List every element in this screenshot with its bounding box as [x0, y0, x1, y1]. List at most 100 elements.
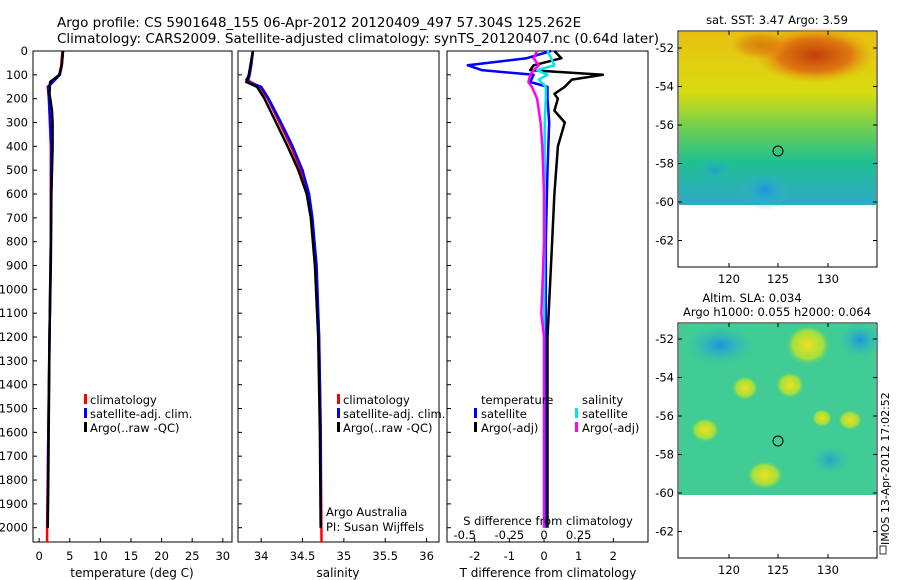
- map-y-tick-label: -54: [655, 80, 674, 94]
- x-tick-label: 2: [610, 549, 617, 563]
- legend-marker-s-satellite: [575, 408, 578, 418]
- temperature-series: [45, 50, 65, 542]
- map-y-tick-label: -56: [655, 118, 674, 132]
- map-y-tick-label: -52: [655, 41, 674, 55]
- x-tick-label: 30: [215, 549, 230, 563]
- depth-tick-label: 1800: [0, 473, 28, 487]
- x-tick-label: 15: [124, 549, 139, 563]
- temperature-legend: climatology satellite-adj. clim. Argo(..…: [84, 393, 192, 435]
- series-line: [245, 50, 322, 528]
- x-tick-label: 1: [575, 549, 582, 563]
- depth-tick-label: 0: [21, 44, 28, 58]
- series-line: [466, 49, 552, 528]
- sst-cold-patch: [740, 170, 790, 210]
- sla-high-patch: [812, 409, 832, 427]
- depth-tick-label: 900: [6, 259, 28, 273]
- series-line: [535, 50, 556, 528]
- x-tick-label: -1: [504, 549, 515, 563]
- temperature-x-axis: 0 5 10 15 20 25 30: [35, 538, 230, 563]
- legend-marker-t-satellite: [474, 408, 477, 418]
- map-y-tick-label: -54: [655, 371, 674, 385]
- series-line: [528, 50, 605, 528]
- depth-tick-label: 400: [6, 139, 28, 153]
- x-tick-label: 10: [93, 549, 108, 563]
- map-y-tick-label: -58: [655, 157, 674, 171]
- sst-cold-patch: [695, 158, 735, 182]
- legend-marker-satellite: [84, 408, 87, 418]
- difference-series: [466, 49, 605, 528]
- x-tick-label: 5: [66, 549, 73, 563]
- salinity-x-axis: 34 34.5 35 35.5 36: [254, 538, 434, 563]
- legend-label-satellite: satellite-adj. clim.: [343, 407, 445, 421]
- imos-logo: [879, 545, 887, 555]
- depth-tick-label: 1300: [0, 354, 28, 368]
- legend-marker-climatology: [337, 394, 340, 404]
- x-tick-label: 36: [419, 549, 434, 563]
- legend-label-argo: Argo(..raw -QC): [343, 421, 433, 435]
- legend-marker-argo: [84, 422, 87, 432]
- argo-location-marker: [772, 145, 784, 157]
- depth-tick-label: 2000: [0, 521, 28, 535]
- salinity-panel: 34 34.5 35 35.5 36 salinity climatology sate…: [237, 50, 445, 580]
- legend-label-t-argo: Argo(-adj): [481, 421, 538, 435]
- series-line: [46, 50, 65, 528]
- institution-label: Argo Australia: [326, 505, 407, 519]
- sla-map-axes: -52 -54 -56 -58 -60 -62 120 125 130: [655, 323, 877, 577]
- x-tick-label: -2: [469, 549, 480, 563]
- imos-timestamp: IMOS 13-Apr-2012 17:02:52: [879, 392, 892, 545]
- s-tick-label: 0: [540, 528, 547, 542]
- s-tick-label: 0.25: [566, 528, 592, 542]
- legend-label-s-satellite: satellite: [582, 407, 628, 421]
- difference-depth-ticks: [447, 50, 451, 529]
- sst-map-axes: -52 -54 -56 -58 -60 -62 120 125 130: [655, 31, 877, 286]
- legend-marker-climatology: [84, 394, 87, 404]
- temperature-xlabel: temperature (deg C): [70, 566, 193, 580]
- x-tick-label: 20: [154, 549, 169, 563]
- depth-tick-label: 1700: [0, 449, 28, 463]
- legend-marker-satellite: [337, 408, 340, 418]
- map-x-tick-label: 120: [718, 272, 740, 286]
- legend-label-s-argo: Argo(-adj): [582, 421, 639, 435]
- sst-warm-patch: [730, 30, 790, 60]
- pi-label: PI: Susan Wijffels: [326, 520, 424, 534]
- salinity-xlabel: salinity: [316, 566, 359, 580]
- sla-high-patch: [838, 410, 862, 430]
- difference-panel: -2 -1 0 1 2 -0.25 0 0.25 -0.5 S difference from …: [446, 49, 649, 580]
- x-tick-label: 0: [540, 549, 547, 563]
- sla-map-title-2: Argo h1000: 0.055 h2000: 0.064: [683, 305, 871, 319]
- x-tick-label: 35.5: [372, 549, 398, 563]
- depth-tick-label: 300: [6, 116, 28, 130]
- map-x-tick-label: 125: [767, 563, 789, 577]
- title-line-1: Argo profile: CS 5901648_155 06-Apr-2012…: [57, 15, 581, 31]
- x-tick-label: 34: [254, 549, 269, 563]
- map-y-tick-label: -52: [655, 332, 674, 346]
- x-tick-label: 35: [337, 549, 352, 563]
- x-tick-label: 25: [185, 549, 200, 563]
- legend-marker-argo: [337, 422, 340, 432]
- legend-marker-s-argo: [575, 422, 578, 432]
- temperature-depth-axis: 0 100 200 300 400 500 600 700 800 900 1000 1100 1200…: [0, 44, 37, 535]
- legend-label-t-satellite: satellite: [481, 407, 527, 421]
- map-x-tick-label: 130: [817, 272, 839, 286]
- sla-low-patch: [685, 325, 755, 365]
- legend-label-argo: Argo(..raw -QC): [90, 421, 180, 435]
- depth-tick-label: 200: [6, 92, 28, 106]
- depth-tick-label: 1500: [0, 402, 28, 416]
- depth-tick-label: 1100: [0, 306, 28, 320]
- x-tick-label: 34.5: [290, 549, 316, 563]
- legend-label-satellite: satellite-adj. clim.: [90, 407, 192, 421]
- map-y-tick-label: -60: [655, 195, 674, 209]
- salinity-series: [245, 50, 323, 543]
- sla-map-panel: Altim. SLA: 0.034 Argo h1000: 0.055 h200…: [655, 291, 882, 577]
- sla-low-patch: [810, 445, 850, 475]
- depth-tick-label: 1000: [0, 282, 28, 296]
- map-x-tick-label: 125: [767, 272, 789, 286]
- sla-high-patch: [747, 461, 783, 489]
- sla-low-patch: [838, 322, 882, 358]
- depth-tick-label: 1200: [0, 330, 28, 344]
- sla-high-patch: [691, 418, 719, 442]
- depth-tick-label: 500: [6, 163, 28, 177]
- sst-map-panel: sat. SST: 3.47 Argo: 3.59 -52 -54 -56 -58 -6…: [655, 13, 878, 286]
- sst-map-title: sat. SST: 3.47 Argo: 3.59: [706, 13, 848, 27]
